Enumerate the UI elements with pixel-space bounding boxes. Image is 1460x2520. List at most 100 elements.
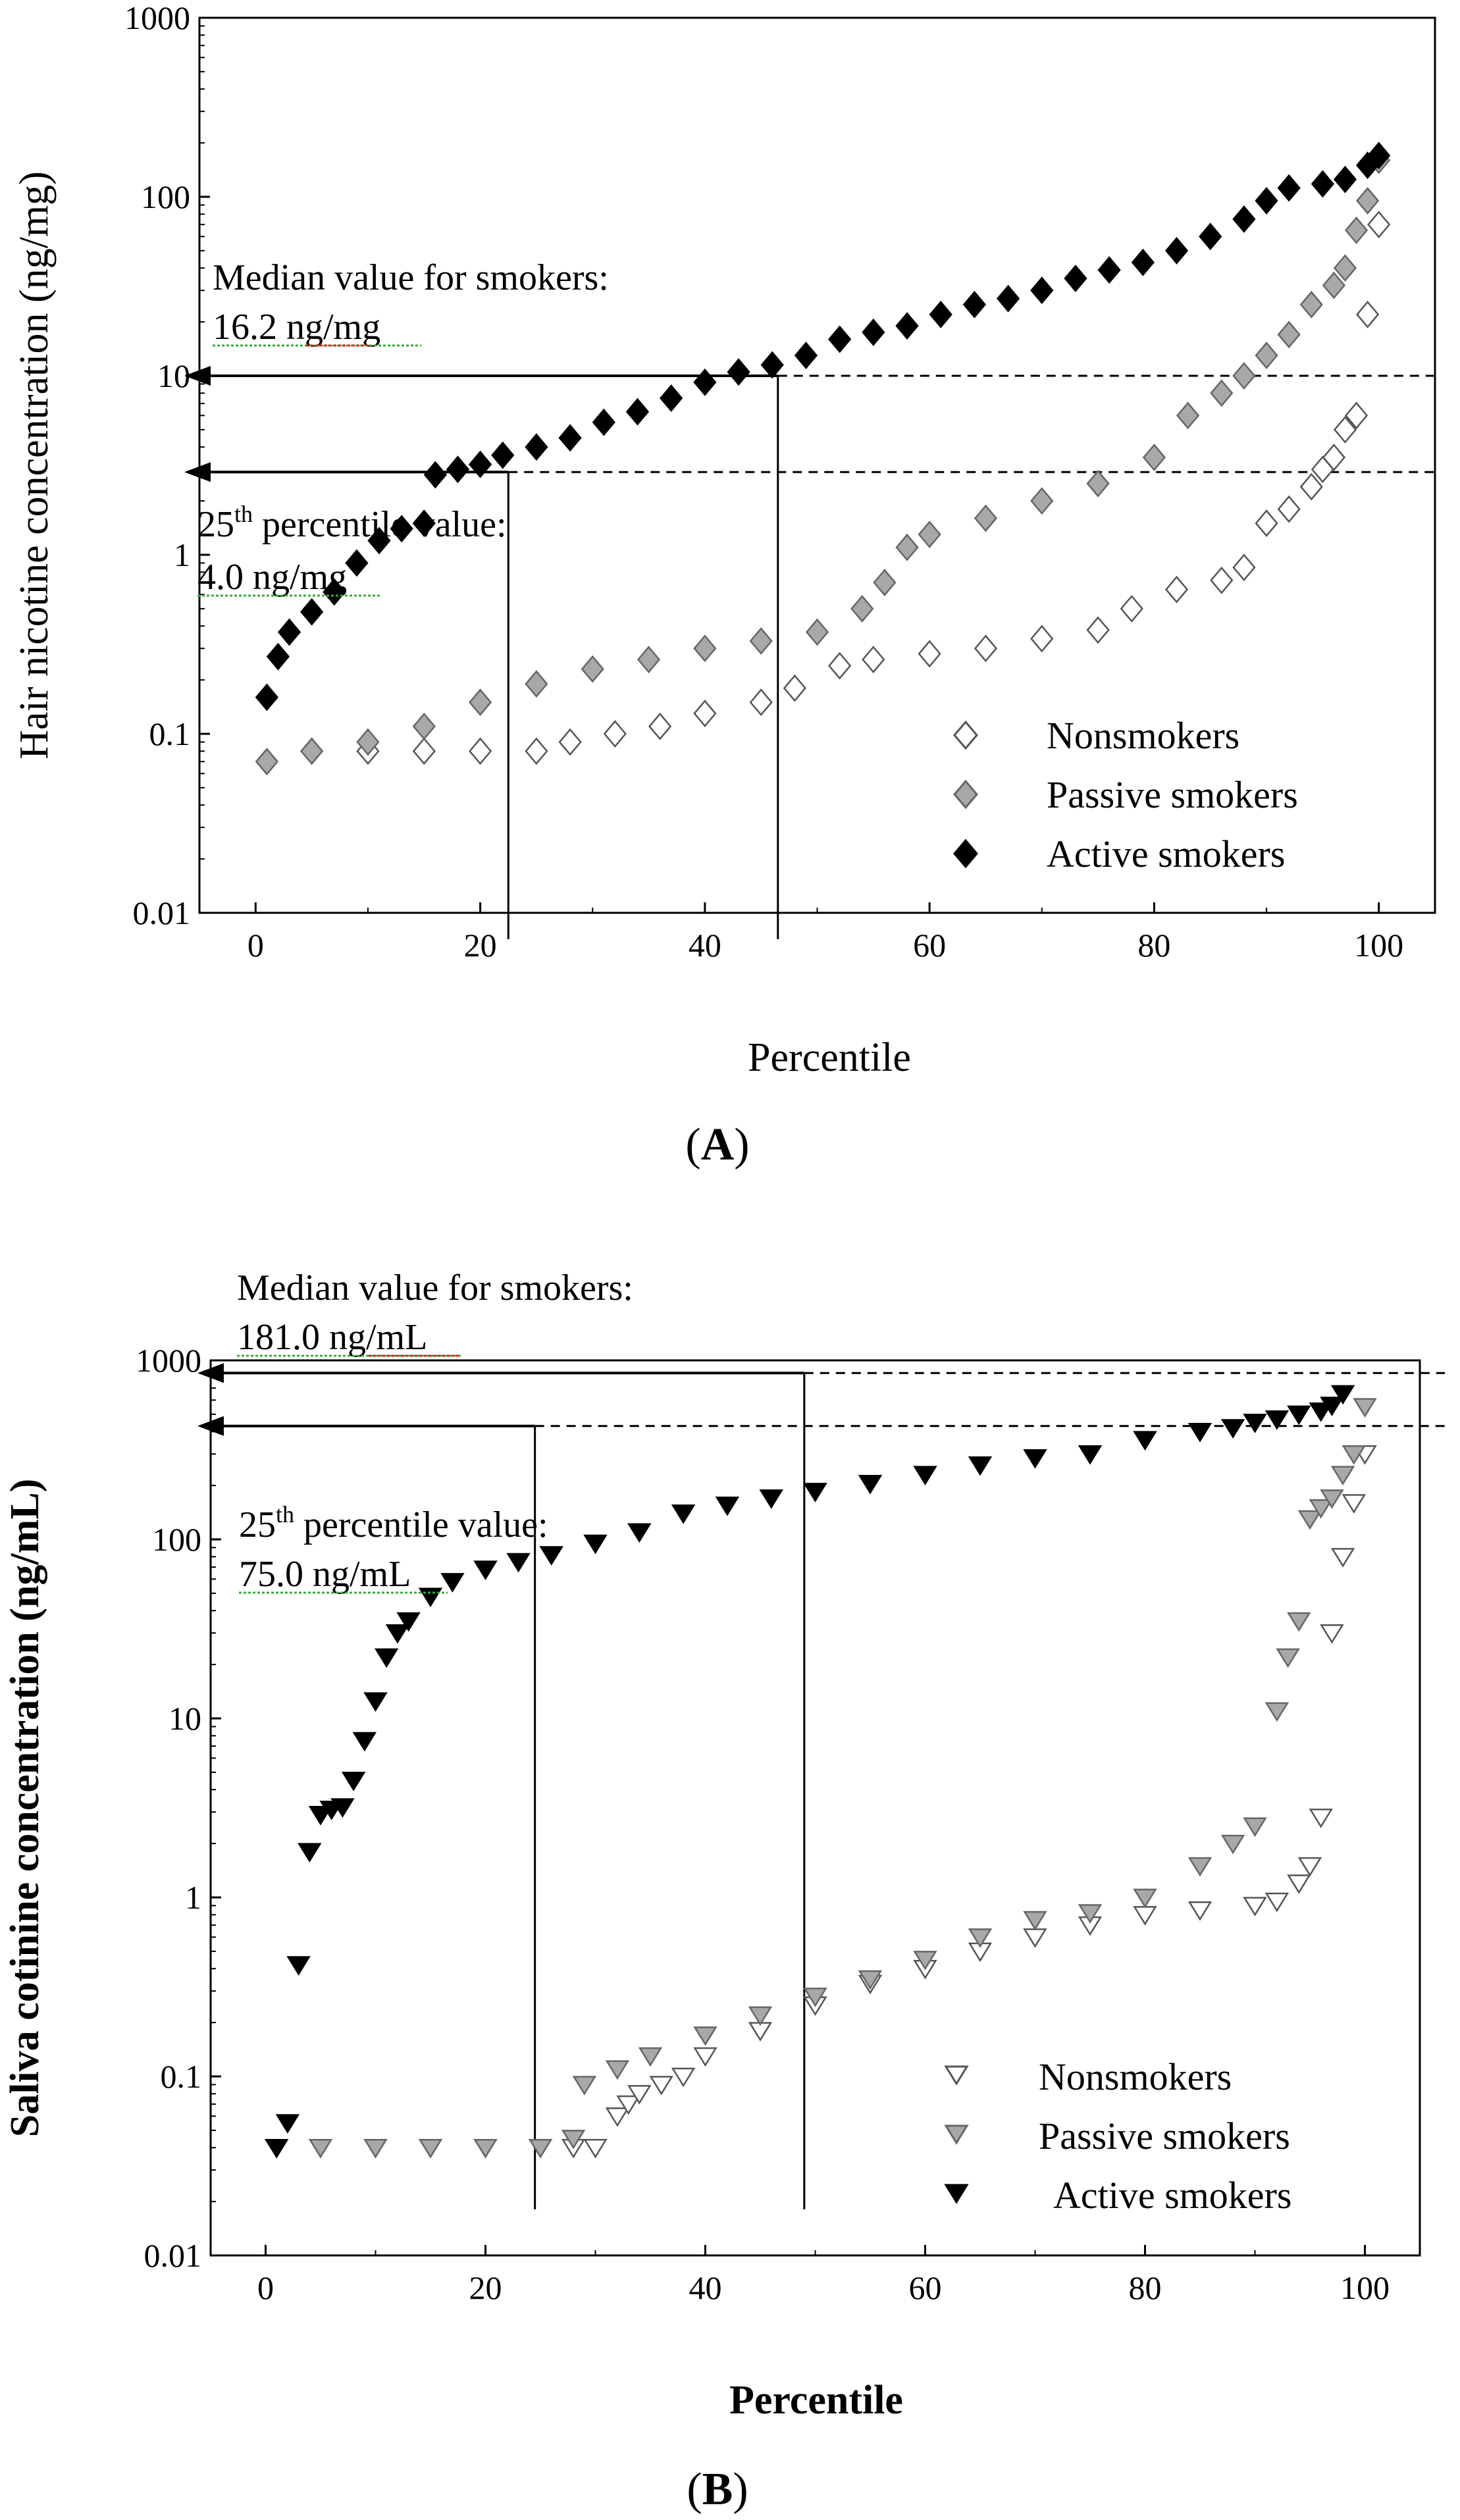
data-point [266,642,290,671]
data-point [827,325,852,353]
x-tick-label: 80 [1137,927,1170,964]
legend-marker-nonsmokers [953,720,978,750]
data-point [300,598,324,626]
x-axis-title: Percentile [748,1035,911,1080]
data-point [286,1956,311,1976]
data-point [473,2138,498,2159]
legend-label-passive-smokers: Passive smokers [1039,2115,1290,2157]
x-tick-label: 80 [1129,2269,1162,2306]
data-point [1344,216,1369,244]
series-nonsmokers [264,1445,1377,2159]
data-point [1078,1904,1103,1924]
legend-marker-nonsmokers [944,2065,969,2086]
data-point [693,700,717,727]
data-point [1023,1928,1047,1948]
data-point [1355,187,1380,215]
p25-annotation-number: 25 [197,504,234,545]
data-point [323,578,346,606]
p25-annotation-number: 25 [239,1504,276,1545]
y-tick-label: 0.01 [133,894,191,931]
data-point [1353,1398,1377,1418]
data-point [895,312,919,340]
data-point [1322,444,1346,471]
data-point [1078,1445,1103,1465]
data-point [525,670,548,698]
data-point [1120,594,1143,623]
data-point [330,1798,355,1818]
data-point [850,594,874,623]
data-point [1187,1901,1212,1921]
x-tick-label: 0 [257,2269,274,2306]
y-tick-label: 100 [152,1521,201,1558]
data-point [671,2067,696,2088]
panel-label-a: (A) [685,1119,749,1170]
x-axis-title: Percentile [729,2378,903,2423]
data-point [638,2047,663,2067]
data-point [603,720,627,748]
data-point [1243,1817,1267,1838]
data-point [1287,1874,1311,1894]
data-point [412,712,436,740]
data-point [418,1587,443,1608]
data-point [1030,276,1054,305]
data-point [1187,1422,1212,1443]
data-point [1264,1410,1290,1430]
data-point [1176,401,1200,430]
data-point [1311,170,1334,198]
data-point [627,2085,652,2105]
legend-marker-passive-smokers [953,779,978,810]
data-point [1287,1405,1311,1426]
data-point [308,2138,333,2159]
x-tick-label: 60 [913,927,946,964]
data-point [1277,495,1301,523]
data-point [255,683,279,711]
marks [255,141,1391,776]
data-point [1342,1494,1367,1514]
data-point [298,1843,322,1863]
data-point [418,2138,443,2159]
data-point [974,504,998,532]
y-tick-label: 1 [185,1879,201,1916]
panel-label-a-letter: A [701,1119,735,1170]
data-point [468,737,492,765]
legend-item-active-smokers: Active smokers [953,833,1285,875]
x-tick-label: 40 [689,927,721,964]
data-point [446,455,470,484]
data-point [583,2138,608,2159]
data-point [1210,379,1234,407]
data-point [605,2107,630,2127]
data-point [1277,321,1301,349]
data-point [1299,290,1323,319]
data-point [572,2076,597,2096]
data-point [1333,165,1357,193]
data-point [996,284,1020,313]
data-point [693,368,717,396]
data-point [374,1648,399,1668]
data-point [1255,342,1278,369]
data-point [592,408,615,436]
y-tick-label: 100 [141,178,190,215]
data-point [693,634,717,663]
data-point [1299,473,1323,501]
data-point [1232,553,1256,582]
data-point [1023,1449,1047,1469]
data-point [1264,1702,1290,1722]
p25-annotation-text: percentile value: [253,504,507,545]
data-point [440,1573,465,1593]
p25-arrowhead [184,462,211,482]
data-point [962,290,987,319]
data-point [627,1523,652,1543]
data-point [581,655,604,683]
data-point [1164,236,1189,265]
data-point [1131,248,1155,276]
data-point [1199,222,1222,251]
data-point [895,533,919,561]
data-point [1086,469,1110,498]
data-point [805,618,829,646]
data-point [1297,1510,1322,1530]
data-point [1355,300,1380,328]
data-point [827,652,852,680]
legend-label-active-smokers: Active smokers [1053,2174,1291,2217]
y-tick-label: 0.01 [144,2237,202,2274]
